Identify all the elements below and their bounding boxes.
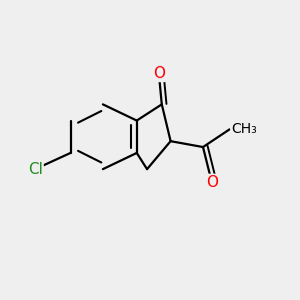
Text: O: O	[153, 66, 165, 81]
Text: Cl: Cl	[28, 162, 43, 177]
Text: CH₃: CH₃	[231, 122, 257, 136]
Text: O: O	[206, 175, 218, 190]
